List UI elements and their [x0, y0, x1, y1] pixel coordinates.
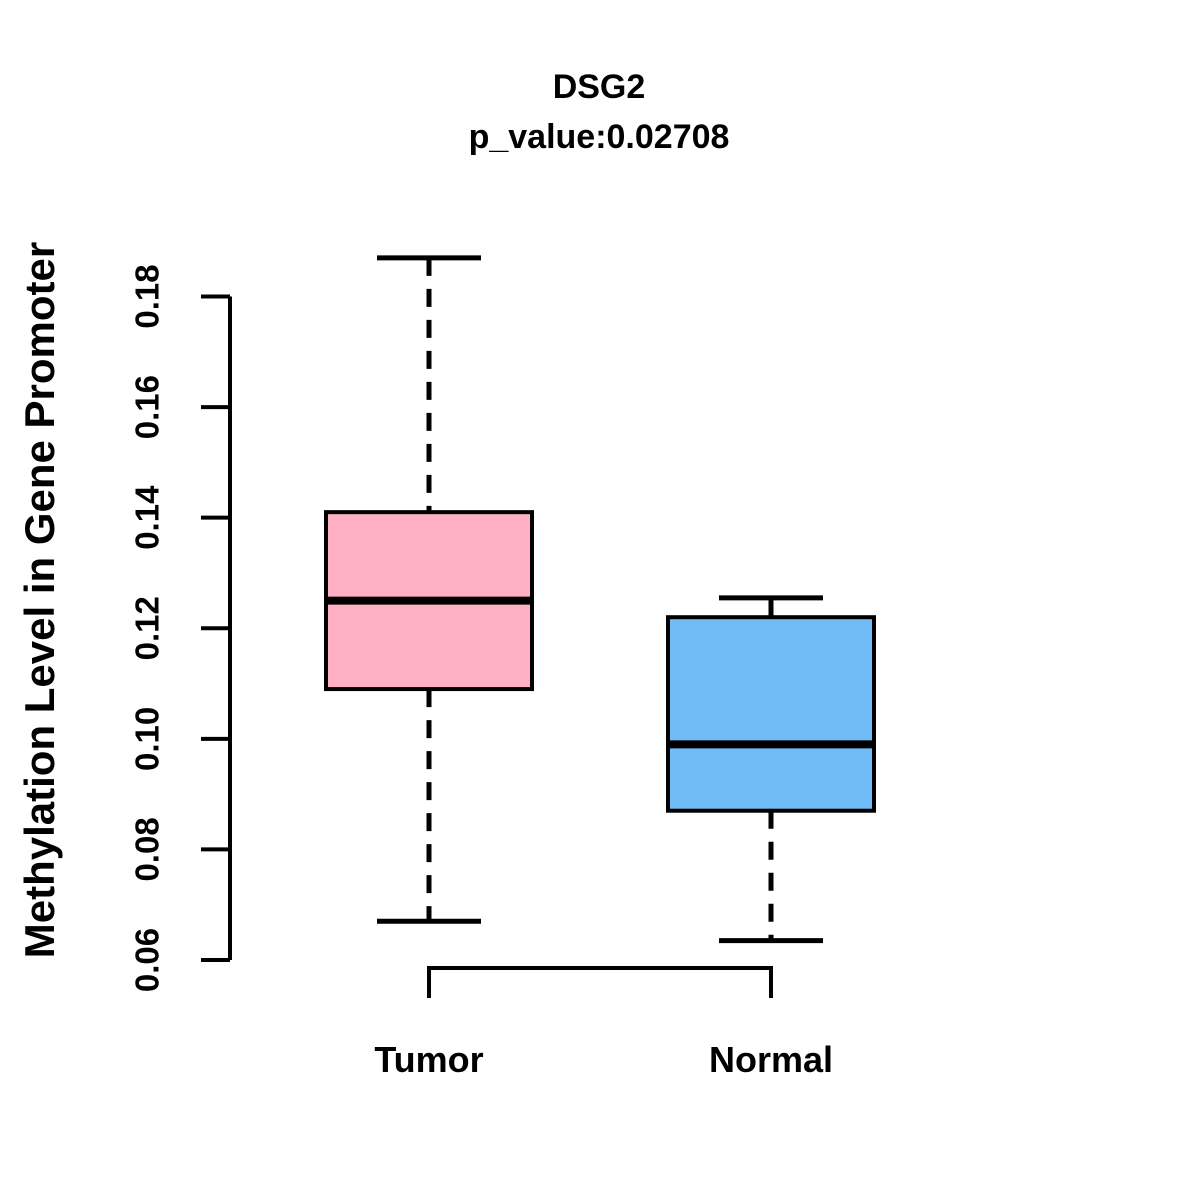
chart-title-block: DSG2 p_value:0.02708 — [0, 62, 1198, 162]
y-tick-label: 0.14 — [129, 485, 166, 550]
chart-subtitle: p_value:0.02708 — [468, 118, 730, 156]
y-tick-label: 0.08 — [129, 817, 166, 881]
x-axis-bracket — [427, 966, 773, 998]
y-tick-label: 0.18 — [129, 264, 166, 328]
y-tick-label: 0.10 — [129, 707, 166, 771]
chart-title: DSG2 — [552, 68, 646, 106]
y-tick-label: 0.12 — [129, 596, 166, 660]
x-category-label: Tumor — [374, 1039, 483, 1080]
x-category-label: Normal — [709, 1039, 833, 1080]
y-tick-label: 0.16 — [129, 375, 166, 439]
box-normal — [666, 615, 876, 813]
y-tick-label: 0.06 — [129, 928, 166, 992]
